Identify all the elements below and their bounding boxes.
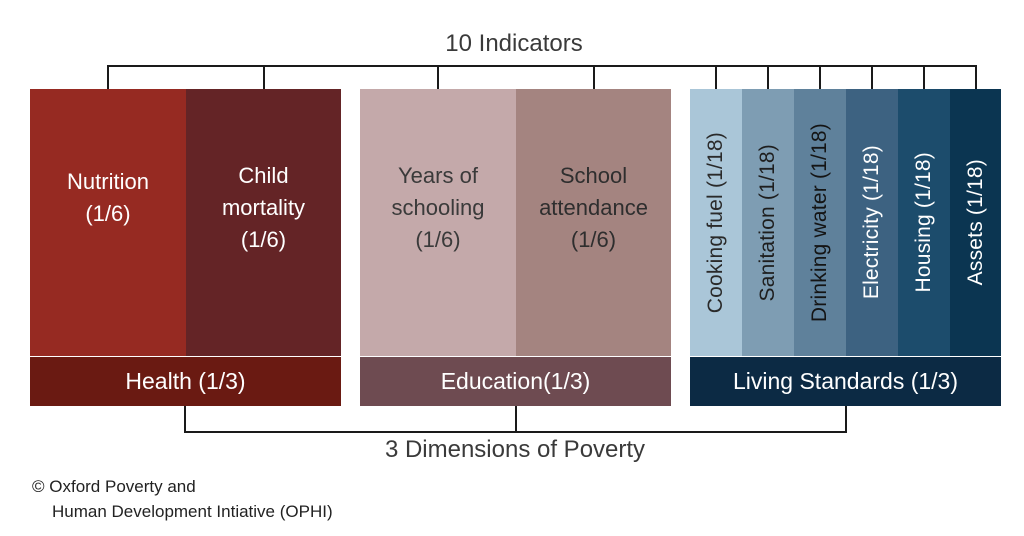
indicators-title: 10 Indicators [445, 30, 583, 57]
top-bracket-tick-cooking-fuel [715, 65, 717, 89]
indicator-cooking-fuel-label: Cooking fuel (1/18) [704, 131, 727, 314]
nutrition-line-2: (1/6) [85, 200, 131, 226]
dimension-living-standards-label: Living Standards (1/3) [732, 368, 958, 394]
indicator-electricity: Electricity (1/18) [846, 89, 898, 356]
top-bracket-horizontal [108, 65, 976, 67]
indicator-nutrition-label: Nutrition (1/6) [67, 166, 149, 230]
top-bracket-tick-years-schooling [437, 65, 439, 89]
indicator-housing: Housing (1/18) [898, 89, 950, 356]
indicator-child-mortality: Child mortality (1/6) [186, 89, 341, 356]
indicator-years-of-schooling: Years of schooling (1/6) [360, 89, 516, 356]
top-bracket-tick-assets [975, 65, 977, 89]
top-bracket-tick-electricity [871, 65, 873, 89]
credit-line-1: © Oxford Poverty and [32, 477, 196, 496]
indicator-nutrition: Nutrition (1/6) [30, 89, 186, 356]
years-schooling-line-2: schooling [391, 194, 485, 220]
years-schooling-line-3: (1/6) [415, 226, 461, 252]
indicator-sanitation-label: Sanitation (1/18) [756, 143, 779, 302]
dimension-health-label: Health (1/3) [125, 368, 246, 394]
bottom-bracket-tick-living [845, 406, 847, 432]
indicator-years-of-schooling-label: Years of schooling (1/6) [392, 160, 485, 256]
top-bracket-tick-drinking-water [819, 65, 821, 89]
indicator-assets: Assets (1/18) [950, 89, 1001, 356]
dimension-education: Education(1/3) [360, 357, 671, 406]
dimension-education-label: Education(1/3) [440, 368, 591, 394]
dimensions-title: 3 Dimensions of Poverty [384, 436, 646, 463]
school-attendance-line-3: (1/6) [570, 226, 617, 252]
indicator-housing-label: Housing (1/18) [912, 152, 935, 293]
indicator-assets-label: Assets (1/18) [963, 159, 987, 286]
indicator-drinking-water: Drinking water (1/18) [794, 89, 846, 356]
bottom-bracket-horizontal [184, 431, 847, 433]
nutrition-line-1: Nutrition [67, 168, 149, 194]
bottom-bracket-tick-education [515, 406, 517, 432]
top-bracket-tick-housing [923, 65, 925, 89]
indicator-child-mortality-label: Child mortality (1/6) [222, 160, 305, 256]
indicator-school-attendance-label: School attendance (1/6) [539, 160, 648, 256]
years-schooling-line-1: Years of [398, 162, 478, 188]
indicator-school-attendance: School attendance (1/6) [516, 89, 671, 356]
child-mortality-line-2: mortality [221, 194, 306, 220]
top-bracket-tick-school-attendance [593, 65, 595, 89]
top-bracket-tick-nutrition [107, 65, 109, 89]
top-bracket-tick-sanitation [767, 65, 769, 89]
dimension-health: Health (1/3) [30, 357, 341, 406]
dimension-living-standards: Living Standards (1/3) [690, 357, 1001, 406]
bottom-bracket-tick-health [184, 406, 186, 432]
indicator-sanitation: Sanitation (1/18) [742, 89, 794, 356]
child-mortality-line-1: Child [238, 162, 289, 188]
child-mortality-line-3: (1/6) [240, 226, 287, 252]
credit-line-2: Human Development Intiative (OPHI) [52, 502, 333, 521]
top-bracket-tick-child-mortality [263, 65, 265, 89]
indicator-electricity-label: Electricity (1/18) [860, 145, 883, 300]
school-attendance-line-1: School [559, 162, 628, 188]
indicator-cooking-fuel: Cooking fuel (1/18) [690, 89, 742, 356]
school-attendance-line-2: attendance [539, 194, 648, 220]
indicator-drinking-water-label: Drinking water (1/18) [808, 122, 831, 323]
